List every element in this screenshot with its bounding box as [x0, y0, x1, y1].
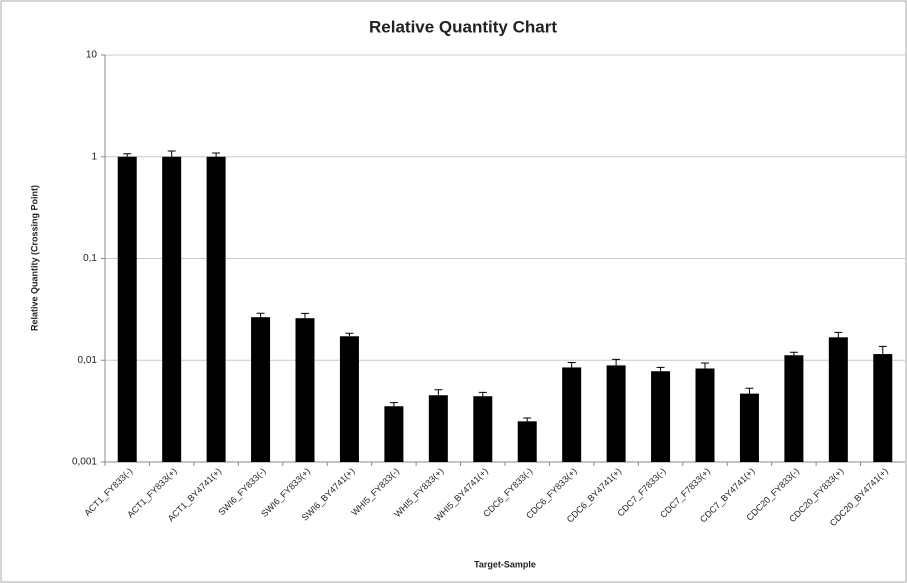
bar	[739, 393, 759, 462]
bar	[562, 367, 582, 462]
error-bar	[434, 389, 443, 396]
bar	[517, 421, 537, 462]
bar	[117, 156, 137, 462]
error-bar	[834, 331, 843, 338]
error-bar	[878, 345, 887, 355]
bar	[339, 336, 359, 462]
error-bar	[256, 312, 265, 318]
error-bar	[478, 391, 487, 397]
y-axis-title: Relative Quantity (Crossing Point)	[29, 185, 39, 331]
error-bar	[789, 351, 798, 356]
bar	[784, 355, 804, 462]
y-tick-label: 0,1	[83, 253, 97, 264]
bar	[384, 406, 404, 462]
chart-title: Relative Quantity Chart	[369, 17, 557, 36]
bar	[428, 395, 448, 462]
error-bar	[612, 358, 621, 366]
bar	[606, 365, 626, 462]
bar	[695, 368, 715, 462]
bar	[206, 156, 226, 462]
error-bar	[656, 366, 665, 372]
bar	[873, 354, 893, 462]
error-bar	[301, 312, 309, 319]
error-bar	[167, 150, 176, 157]
bar	[295, 318, 315, 462]
y-tick-label: 10	[86, 50, 98, 61]
error-bar	[567, 362, 576, 368]
bar	[828, 337, 848, 462]
bar	[473, 396, 493, 462]
error-bar	[212, 152, 221, 157]
error-bar	[701, 362, 709, 369]
bar	[251, 317, 271, 462]
error-bar	[345, 332, 354, 337]
y-tick-label: 1	[91, 151, 97, 162]
error-bar	[523, 417, 532, 422]
bar	[651, 371, 671, 462]
error-bar	[123, 153, 132, 157]
x-axis-title: Target-Sample	[474, 559, 536, 569]
error-bar	[745, 387, 754, 394]
y-tick-label: 0,001	[72, 457, 97, 468]
error-bar	[389, 402, 398, 407]
y-tick-label: 0,01	[78, 355, 98, 366]
bar	[162, 156, 182, 462]
